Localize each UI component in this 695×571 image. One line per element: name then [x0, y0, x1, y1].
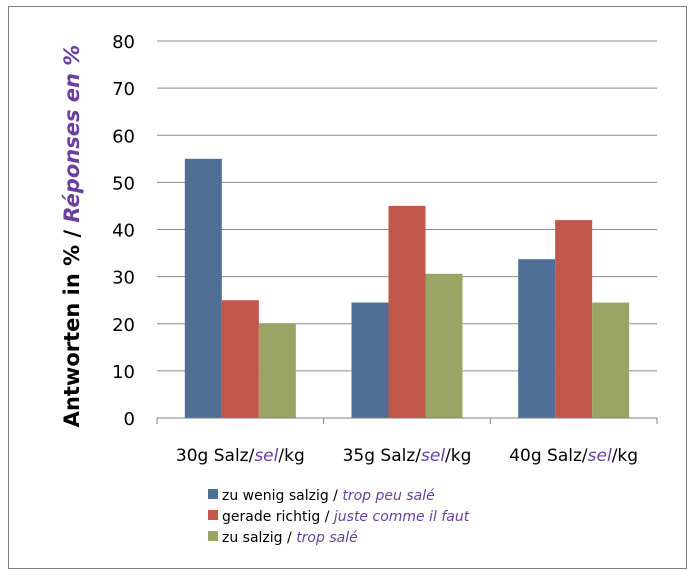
y-axis-ticks: 0 10 20 30 40 50 60 70 80: [112, 32, 135, 430]
category-labels: 30g Salz/sel/kg 35g Salz/sel/kg 40g Salz/s…: [176, 446, 638, 466]
y-tick-label: 20: [112, 315, 135, 336]
bar: [555, 220, 593, 418]
bar: [592, 302, 630, 418]
legend-swatch: [208, 489, 218, 499]
y-tick-label: 10: [112, 362, 135, 383]
x-axis-tick-marks: [156, 418, 658, 424]
category-label: 40g Salz/sel/kg: [509, 446, 638, 466]
bar: [351, 302, 389, 418]
bar: [518, 259, 556, 418]
bar: [388, 205, 426, 418]
bars: [184, 158, 630, 418]
y-tick-label: 80: [112, 32, 135, 53]
y-tick-label: 70: [112, 79, 135, 100]
category-label: 35g Salz/sel/kg: [343, 446, 472, 466]
legend: zu wenig salzig / trop peu salé gerade ri…: [208, 488, 470, 546]
y-axis-label: Antworten in % / Réponses en %: [60, 45, 84, 428]
bar: [258, 323, 296, 418]
y-tick-label: 60: [112, 126, 135, 147]
bar: [184, 158, 222, 418]
legend-label: zu wenig salzig / trop peu salé: [222, 488, 435, 504]
legend-swatch: [208, 531, 218, 541]
y-tick-label: 50: [112, 173, 135, 194]
y-tick-label: 0: [124, 409, 135, 430]
legend-label: gerade richtig / juste comme il faut: [222, 509, 470, 525]
category-label: 30g Salz/sel/kg: [176, 446, 305, 466]
y-tick-label: 30: [112, 268, 135, 289]
y-tick-label: 40: [112, 221, 135, 242]
legend-swatch: [208, 510, 218, 520]
bar: [221, 300, 259, 418]
legend-label: zu salzig / trop salé: [222, 530, 358, 546]
bar: [425, 273, 463, 418]
